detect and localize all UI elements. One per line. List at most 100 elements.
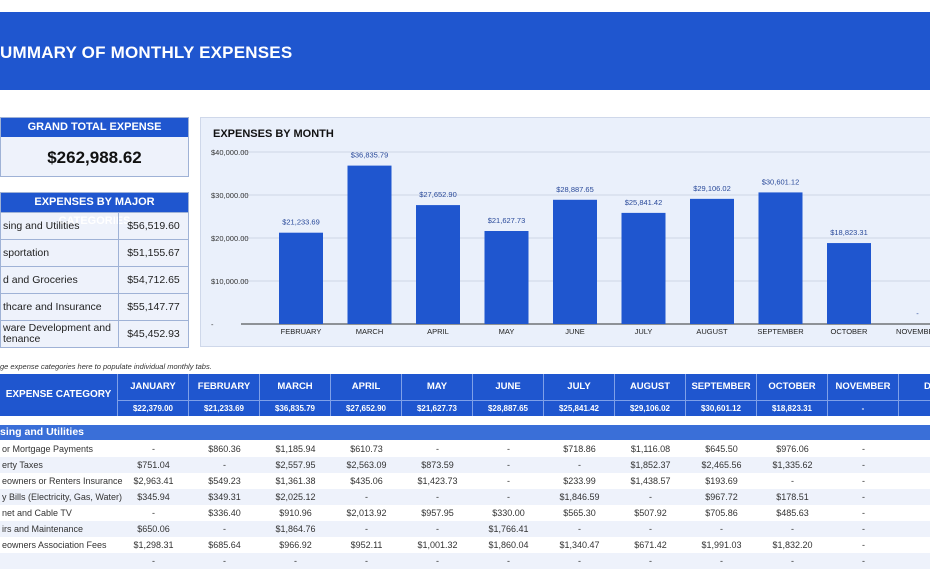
major-categories-card: EXPENSES BY MAJOR CATEGORIES sing and Ut… — [0, 192, 189, 348]
category-value: $54,712.65 — [127, 274, 180, 286]
cell-value: - — [578, 460, 581, 470]
month-total: $25,841.42 — [544, 400, 615, 416]
cell-value: - — [223, 524, 226, 534]
cell-value: $435.06 — [350, 476, 383, 486]
category-row: sing and Utilities $56,519.60 — [1, 212, 188, 239]
cell-value: $910.96 — [279, 508, 312, 518]
cell-value: $1,001.32 — [417, 540, 458, 550]
cell-value: $1,438.57 — [630, 476, 671, 486]
expenses-by-month-chart: EXPENSES BY MONTH - $10,000.00 $20,000.00 $… — [200, 117, 930, 347]
cell-value: $685.64 — [208, 540, 241, 550]
cell-value: - — [436, 524, 439, 534]
y-tick-label: - — [211, 320, 214, 329]
cell-value: $976.06 — [776, 444, 809, 454]
category-value: $56,519.60 — [127, 220, 180, 232]
cell-value: $1,852.37 — [630, 460, 671, 470]
category-value: $51,155.67 — [127, 247, 180, 259]
instruction-note: ge expense categories here to populate i… — [0, 362, 212, 371]
data-label: $21,233.69 — [282, 218, 320, 227]
row-category: eowners Association Fees — [2, 540, 107, 550]
cell-value: $2,013.92 — [346, 508, 387, 518]
category-row: d and Groceries $54,712.65 — [1, 266, 188, 293]
category-value: $55,147.77 — [127, 301, 180, 313]
grand-total-value: $262,988.62 — [47, 148, 142, 167]
cell-value: - — [862, 556, 865, 566]
cell-value: $2,963.41 — [133, 476, 174, 486]
table-row: y Bills (Electricity, Gas, Water) $345.94… — [0, 489, 930, 505]
major-categories-label: EXPENSES BY MAJOR CATEGORIES — [1, 193, 188, 227]
row-category: irs and Maintenance — [2, 524, 84, 534]
cell-value: $336.40 — [208, 508, 241, 518]
cell-value: - — [649, 492, 652, 502]
cell-value: $650.06 — [137, 524, 170, 534]
table-row: erty Taxes $751.04 - $2,557.95 $2,563.09 $873… — [0, 457, 930, 473]
cell-value: - — [862, 540, 865, 550]
cell-value: $1,860.04 — [488, 540, 529, 550]
section-header-housing: sing and Utilities — [0, 425, 930, 440]
cell-value: $549.23 — [208, 476, 241, 486]
cell-value: $645.50 — [705, 444, 738, 454]
month-total: $30,601.12 — [686, 400, 757, 416]
cell-value: - — [365, 556, 368, 566]
month-header: FEBRUARY — [189, 374, 260, 400]
cell-value: $1,361.38 — [275, 476, 316, 486]
month-total: $21,627.73 — [402, 400, 473, 416]
y-tick-label: $20,000.00 — [211, 234, 249, 243]
data-label: - — [916, 309, 919, 318]
data-label: $29,106.02 — [693, 184, 731, 193]
chart-title: EXPENSES BY MONTH — [213, 128, 334, 140]
month-total: $18,823.31 — [757, 400, 828, 416]
bar — [416, 205, 460, 324]
cell-value: $233.99 — [563, 476, 596, 486]
cell-value: - — [507, 492, 510, 502]
cell-value: $1,298.31 — [133, 540, 174, 550]
cell-value: - — [720, 556, 723, 566]
category-row: ware Development and tenance $45,452.93 — [1, 320, 188, 347]
cell-value: - — [720, 524, 723, 534]
month-total: $22,379.00 — [118, 400, 189, 416]
cell-value: - — [365, 492, 368, 502]
cell-value: $1,991.03 — [701, 540, 742, 550]
cell-value: $1,423.73 — [417, 476, 458, 486]
cell-value: $1,335.62 — [772, 460, 813, 470]
chart-svg: - $10,000.00 $20,000.00 $30,000.00 $40,000.0… — [211, 148, 930, 336]
data-label: $30,601.12 — [762, 177, 800, 186]
row-category: erty Taxes — [2, 460, 43, 470]
cell-value: $349.31 — [208, 492, 241, 502]
month-header: JUNE — [473, 374, 544, 400]
month-header: APRIL — [331, 374, 402, 400]
cell-value: $967.72 — [705, 492, 738, 502]
table-row: or Mortgage Payments - $860.36 $1,185.94 $61… — [0, 441, 930, 457]
cell-value: $1,766.41 — [488, 524, 529, 534]
cell-value: - — [578, 556, 581, 566]
cell-value: - — [791, 524, 794, 534]
table-row: irs and Maintenance $650.06 - $1,864.76 - - $1… — [0, 521, 930, 537]
month-header: NOVEMBER — [828, 374, 899, 400]
month-total — [899, 400, 930, 416]
x-tick-label: AUGUST — [696, 327, 728, 336]
cell-value: $345.94 — [137, 492, 170, 502]
x-tick-label: APRIL — [427, 327, 449, 336]
month-header: SEPTEMBER — [686, 374, 757, 400]
category-name: d and Groceries — [1, 267, 119, 293]
cell-value: - — [791, 476, 794, 486]
category-value: $45,452.93 — [127, 328, 180, 340]
cell-value: $873.59 — [421, 460, 454, 470]
category-name: thcare and Insurance — [1, 294, 119, 320]
cell-value: - — [223, 460, 226, 470]
month-header: MAY — [402, 374, 473, 400]
bar — [484, 231, 529, 324]
bar — [621, 212, 666, 324]
table-row: eowners or Renters Insurance $2,963.41 $54… — [0, 473, 930, 489]
cell-value: $565.30 — [563, 508, 596, 518]
table-row: net and Cable TV - $336.40 $910.96 $2,013.92… — [0, 505, 930, 521]
table-row: ----------- — [0, 553, 930, 569]
cell-value: - — [365, 524, 368, 534]
cell-value: $952.11 — [350, 540, 383, 550]
x-tick-label: NOVEMBER — [896, 327, 930, 336]
month-total: - — [828, 400, 899, 416]
cell-value: $1,340.47 — [559, 540, 600, 550]
title-banner: UMMARY OF MONTHLY EXPENSES — [0, 12, 930, 90]
cell-value: $966.92 — [279, 540, 312, 550]
x-tick-label: JULY — [635, 327, 653, 336]
